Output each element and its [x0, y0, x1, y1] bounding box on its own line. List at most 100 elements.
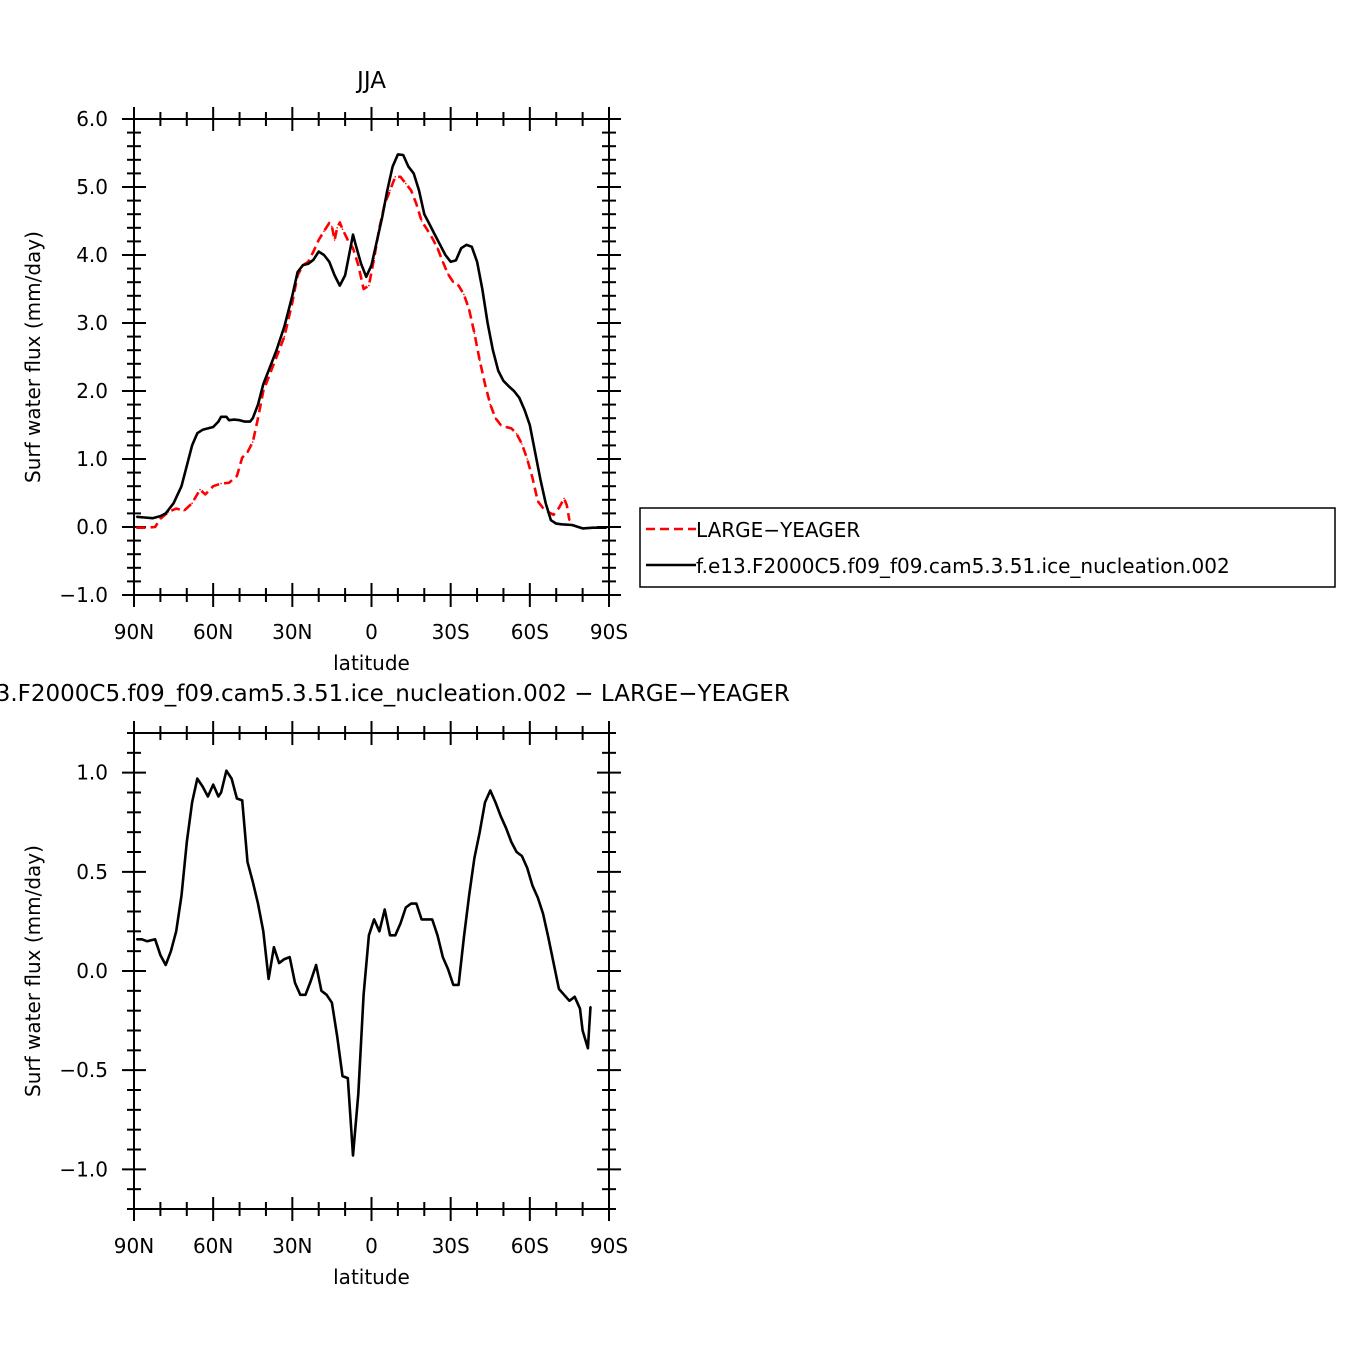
y-tick-label: −1.0 [59, 1157, 108, 1181]
y-axis-label: Surf water flux (mm/day) [21, 231, 45, 483]
data-point [323, 254, 325, 256]
data-point [273, 946, 275, 948]
data-point [283, 325, 286, 328]
data-point [252, 441, 254, 443]
data-point [376, 240, 378, 243]
data-point [444, 254, 447, 256]
data-point [183, 509, 185, 512]
data-point [212, 783, 214, 786]
data-point [236, 475, 238, 477]
data-point [146, 940, 148, 943]
data-point [492, 349, 494, 352]
data-point [531, 884, 534, 887]
data-point [191, 444, 193, 447]
data-point [568, 519, 571, 521]
x-tick-label: 60S [511, 1234, 549, 1258]
data-point [207, 427, 209, 430]
data-point [447, 968, 449, 970]
y-tick-label: −0.5 [59, 1058, 108, 1082]
data-point [267, 369, 270, 372]
data-point [320, 990, 323, 992]
data-point [550, 519, 552, 521]
data-point [378, 930, 381, 933]
data-point [225, 416, 228, 418]
data-point [228, 482, 230, 484]
y-tick-label: 6.0 [76, 107, 108, 131]
data-point [257, 902, 259, 905]
x-tick-label: 90S [590, 620, 628, 644]
data-point [373, 918, 375, 921]
data-point [465, 244, 468, 246]
data-point [449, 261, 452, 263]
data-point [344, 274, 346, 277]
series-line-1 [136, 175, 571, 529]
data-point [283, 335, 286, 338]
y-tick-label: 5.0 [76, 175, 108, 199]
x-axis-label: latitude [333, 1265, 410, 1289]
data-point [310, 980, 312, 982]
x-tick-label: 0 [365, 1234, 378, 1258]
data-point [354, 244, 357, 246]
data-point [331, 1001, 333, 1004]
data-point [500, 424, 502, 426]
data-point [534, 451, 536, 454]
data-point [262, 383, 265, 386]
data-point [336, 227, 339, 229]
data-point [381, 216, 383, 219]
chart-title: f.e13.F2000C5.f09_f09.cam5.3.51.ice_nucl… [0, 681, 790, 707]
data-point [186, 465, 188, 467]
data-point [315, 964, 317, 966]
y-axis-label: Surf water flux (mm/day) [21, 845, 45, 1097]
data-point [267, 978, 270, 980]
data-point [201, 429, 204, 431]
data-point [405, 906, 407, 909]
data-point [447, 273, 449, 275]
y-tick-label: 1.0 [76, 447, 108, 471]
data-point [510, 427, 513, 430]
data-point [587, 1047, 589, 1050]
data-point [468, 894, 470, 897]
data-point [196, 777, 199, 780]
data-point [201, 785, 204, 788]
data-point [452, 984, 455, 986]
data-point [476, 261, 478, 263]
data-point [481, 288, 484, 290]
series-line-1 [136, 769, 592, 1157]
y-tick-label: 0.5 [76, 860, 108, 884]
data-point [370, 264, 373, 267]
data-point [333, 239, 336, 241]
data-point [230, 777, 233, 780]
data-point [537, 896, 539, 899]
data-point [228, 419, 230, 422]
data-point [426, 918, 428, 921]
data-point [252, 417, 254, 420]
data-point [529, 424, 531, 426]
x-tick-label: 60N [193, 620, 233, 644]
data-point [180, 894, 183, 897]
data-point [362, 994, 365, 996]
legend-label-1: LARGE−YEAGER [696, 518, 860, 542]
data-point [471, 246, 473, 248]
data-point [246, 451, 249, 454]
data-point [135, 526, 138, 529]
data-point [360, 262, 362, 265]
data-point [426, 228, 428, 230]
data-point [394, 934, 397, 937]
data-point [170, 950, 172, 952]
data-point [394, 176, 397, 178]
data-point [410, 189, 412, 192]
data-point [386, 189, 389, 192]
data-point [347, 239, 349, 241]
data-point [317, 250, 320, 253]
data-point [241, 799, 243, 802]
data-point [515, 851, 518, 853]
data-point [368, 934, 370, 937]
data-point [547, 936, 550, 939]
data-point [191, 801, 193, 804]
data-point [175, 507, 177, 510]
data-point [357, 264, 360, 267]
x-tick-label: 90S [590, 1234, 628, 1258]
data-point [542, 912, 544, 915]
x-tick-label: 30S [432, 1234, 470, 1258]
chart-panel-1: JJA 90N 60N 30N 0 30S 60S 90S 6.0 5.0 4.0 3.0 2.0 1.0… [21, 68, 1336, 675]
